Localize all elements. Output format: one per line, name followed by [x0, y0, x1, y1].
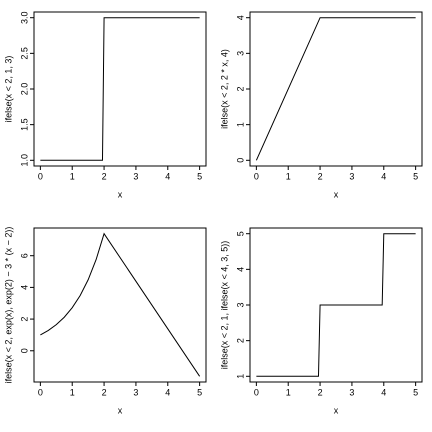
y-axis-label: ifelse(x < 2, exp(x), exp(2) − 3 * (x − …: [3, 227, 13, 384]
x-axis-label: x: [334, 405, 339, 415]
x-tick-label: 2: [102, 387, 107, 397]
x-tick-label: 0: [38, 171, 43, 181]
x-tick-label: 1: [286, 387, 291, 397]
x-tick-label: 3: [349, 171, 354, 181]
y-tick-label: 3.0: [19, 11, 29, 24]
x-tick-label: 5: [197, 387, 202, 397]
y-tick-label: 0: [19, 348, 29, 353]
data-line: [256, 233, 416, 377]
x-tick-label: 2: [318, 387, 323, 397]
data-line: [40, 17, 200, 161]
data-line: [255, 17, 416, 161]
x-tick-label: 4: [381, 171, 386, 181]
x-tick-label: 4: [165, 387, 170, 397]
y-tick-label: 2: [235, 338, 245, 343]
y-tick-label: 2.5: [19, 47, 29, 60]
x-axis-label: x: [118, 405, 123, 415]
y-tick-label: 1: [235, 374, 245, 379]
y-tick-label: 4: [235, 15, 245, 20]
x-tick-label: 3: [349, 387, 354, 397]
y-tick-label: 2: [19, 317, 29, 322]
x-tick-label: 4: [165, 171, 170, 181]
plot-box: [33, 227, 207, 383]
y-tick-label: 1.5: [19, 118, 29, 131]
x-tick-label: 3: [133, 171, 138, 181]
y-tick-label: 4: [19, 285, 29, 290]
plot-box: [249, 11, 423, 167]
x-tick-label: 0: [254, 171, 259, 181]
x-tick-label: 0: [38, 387, 43, 397]
y-tick-label: 6: [19, 253, 29, 258]
y-tick-label: 0: [235, 158, 245, 163]
y-axis-label: ifelse(x < 2, 1, 3): [3, 56, 13, 123]
y-tick-label: 4: [235, 267, 245, 272]
x-tick-label: 5: [413, 387, 418, 397]
y-tick-label: 1.0: [19, 154, 29, 167]
y-tick-label: 3: [235, 302, 245, 307]
y-tick-label: 2: [235, 86, 245, 91]
y-axis-label: ifelse(x < 2, 2 * x, 4): [219, 49, 229, 129]
plot-box: [33, 11, 207, 167]
x-tick-label: 1: [70, 387, 75, 397]
x-axis-label: x: [334, 189, 339, 199]
x-tick-label: 5: [413, 171, 418, 181]
x-tick-label: 2: [102, 171, 107, 181]
y-axis-label: ifelse(x < 2, 1, ifelse(x < 4, 3, 5)): [219, 241, 229, 370]
x-tick-label: 5: [197, 171, 202, 181]
x-tick-label: 3: [133, 387, 138, 397]
y-tick-label: 2.0: [19, 83, 29, 96]
y-tick-label: 3: [235, 51, 245, 56]
y-tick-label: 1: [235, 122, 245, 127]
y-tick-label: 5: [235, 231, 245, 236]
x-axis-label: x: [118, 189, 123, 199]
x-tick-label: 1: [286, 171, 291, 181]
x-tick-label: 0: [254, 387, 259, 397]
x-tick-label: 4: [381, 387, 386, 397]
data-line: [40, 232, 201, 377]
x-tick-label: 1: [70, 171, 75, 181]
x-tick-label: 2: [318, 171, 323, 181]
